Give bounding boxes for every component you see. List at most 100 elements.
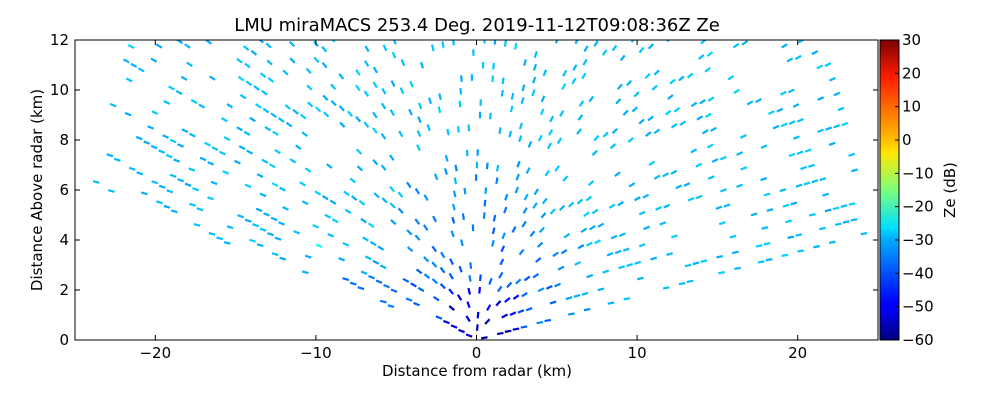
chart-title: LMU miraMACS 253.4 Deg. 2019-11-12T09:08… <box>234 15 720 36</box>
radar-pixel <box>223 136 231 142</box>
radar-pixel <box>663 203 671 209</box>
radar-pixel <box>181 128 189 133</box>
radar-pixel <box>476 311 480 319</box>
radar-pixel <box>107 189 115 193</box>
radar-pixel <box>389 109 395 116</box>
radar-pixel <box>496 285 503 293</box>
radar-pixel <box>452 190 457 198</box>
radar-pixel <box>545 285 553 290</box>
radar-pixel <box>655 206 662 211</box>
radar-pixel <box>860 231 868 236</box>
radar-pixel <box>450 230 455 238</box>
radar-pixel <box>169 138 177 144</box>
radar-pixel <box>250 49 258 56</box>
radar-pixel <box>803 181 811 186</box>
radar-pixel <box>177 143 184 148</box>
radar-pixel <box>503 40 507 47</box>
radar-pixel <box>576 128 582 135</box>
radar-pixel <box>782 203 790 208</box>
radar-pixel <box>808 212 816 217</box>
radar-pixel <box>265 42 272 49</box>
radar-pixel <box>834 222 842 226</box>
radar-pixel <box>448 288 455 295</box>
radar-pixel <box>279 256 287 261</box>
radar-pixel <box>678 281 686 286</box>
radar-pixel <box>606 251 614 257</box>
radar-pixel <box>441 41 445 48</box>
radar-pixel <box>458 100 462 108</box>
radar-pixel <box>837 106 845 112</box>
radar-pixel <box>485 162 489 170</box>
radar-pixel <box>541 197 548 205</box>
radar-pixel <box>315 243 323 248</box>
radar-pixel <box>406 181 412 189</box>
radar-pixel <box>794 54 802 61</box>
radar-pixel <box>511 226 517 233</box>
radar-pixel <box>313 56 320 63</box>
radar-pixel <box>549 115 555 123</box>
radar-pixel <box>451 203 456 211</box>
radar-pixel <box>715 205 723 210</box>
radar-pixel <box>518 135 523 143</box>
radar-pixel <box>279 186 286 192</box>
radar-pixel <box>755 97 762 103</box>
radar-pixel <box>583 307 591 312</box>
radar-pixel <box>736 183 743 188</box>
radar-pixel <box>219 31 225 37</box>
radar-pixel <box>390 288 398 293</box>
radar-pixel <box>544 318 552 323</box>
radar-pixel <box>456 125 460 133</box>
radar-pixel <box>833 91 841 97</box>
radar-pixel <box>450 324 458 329</box>
radar-pixel <box>169 34 176 39</box>
radar-pixel <box>848 152 856 157</box>
radar-pixel <box>626 79 633 87</box>
radar-pixel <box>270 112 277 119</box>
radar-pixel <box>192 187 199 192</box>
radar-pixel <box>448 305 455 311</box>
radar-pixel <box>292 108 299 115</box>
radar-pixel <box>842 220 850 224</box>
radar-pixel <box>92 180 100 184</box>
radar-pixel <box>483 199 487 207</box>
radar-pixel <box>432 295 440 302</box>
radar-pixel <box>210 180 218 186</box>
radar-pixel <box>379 264 387 270</box>
radar-pixel <box>439 266 446 274</box>
radar-pixel <box>828 141 836 146</box>
radar-pixel <box>501 77 505 85</box>
radar-pixel <box>506 281 513 289</box>
radar-pixel <box>466 301 471 309</box>
radar-pixel <box>243 130 251 136</box>
radar-pixel <box>460 75 463 82</box>
colorbar-tick-label: −50 <box>902 298 934 316</box>
radar-pixel <box>546 142 553 150</box>
radar-pixel <box>644 72 651 80</box>
radar-pixel <box>647 115 654 122</box>
radar-pixel <box>398 130 404 138</box>
radar-pixel <box>630 40 637 43</box>
radar-pixel <box>716 255 724 259</box>
radar-pixel <box>785 219 792 224</box>
radar-pixel <box>760 144 768 149</box>
radar-pixel <box>532 202 538 209</box>
radar-pixel <box>499 258 505 266</box>
radar-pixel <box>381 197 388 204</box>
radar-pixel <box>380 133 387 140</box>
radar-pixel <box>255 207 263 213</box>
radar-pixel <box>622 247 630 252</box>
radar-pixel <box>135 135 143 141</box>
radar-pixel <box>478 111 482 119</box>
radar-pixel <box>388 154 395 161</box>
radar-pixel <box>467 124 471 132</box>
radar-pixel <box>707 96 715 102</box>
colorbar-tick-label: −30 <box>902 231 934 249</box>
radar-pixel <box>829 76 836 82</box>
radar-pixel <box>582 58 588 66</box>
radar-pixel <box>556 137 563 145</box>
radar-pixel <box>372 81 378 89</box>
radar-pixel <box>431 278 439 285</box>
radar-pixel <box>358 199 366 206</box>
radar-pixel <box>289 57 296 64</box>
radar-pixel <box>585 195 593 202</box>
